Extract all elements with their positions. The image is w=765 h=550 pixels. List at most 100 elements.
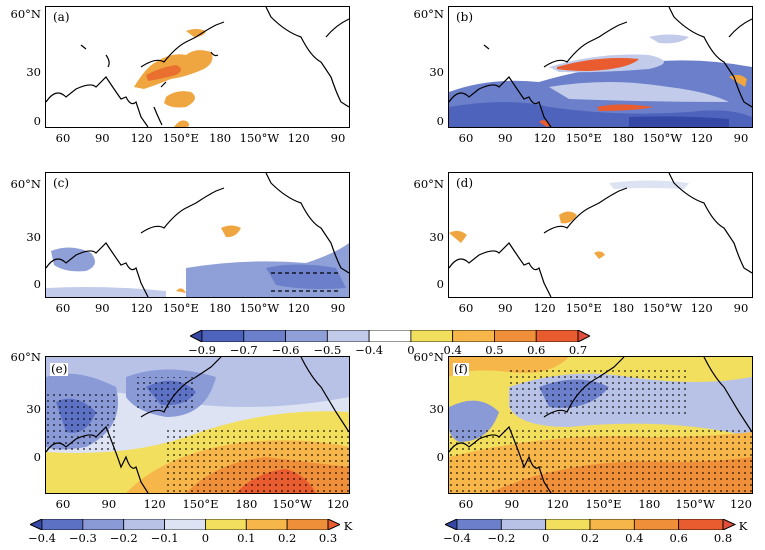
colorbar-segment <box>500 519 547 530</box>
panel-c-coastlines <box>46 173 349 297</box>
x-tick-label: 180 <box>235 497 258 511</box>
panel-f-field <box>449 357 752 493</box>
panel-a-field <box>134 29 213 127</box>
colorbar-segment <box>82 519 125 530</box>
x-tick-label: 150°W <box>239 131 280 145</box>
x-tick-label: 60 <box>55 301 71 315</box>
x-tick-label: 90 <box>330 301 346 315</box>
panel-a-label: (a) <box>52 10 71 24</box>
x-tick-label: 120 <box>143 497 166 511</box>
x-tick-label: 150°W <box>272 497 312 511</box>
y-tick-label: 30 <box>26 230 41 244</box>
x-tick-label: 120 <box>130 131 153 145</box>
panel-f-label: (f) <box>453 362 469 376</box>
colorbar-segment <box>41 519 84 530</box>
colorbar-segment <box>545 519 591 530</box>
colorbar-segment <box>205 519 247 530</box>
colorbar-extend-low <box>445 519 458 530</box>
panel-e-field <box>46 357 349 493</box>
x-tick-label: 120 <box>546 497 569 511</box>
colorbar-tick-label: −0.4 <box>28 531 56 545</box>
colorbar-tick-label: 0 <box>541 531 550 545</box>
colorbar-tick-label: −0.6 <box>271 343 300 357</box>
x-tick-label: 120 <box>130 301 153 315</box>
x-tick-label: 60 <box>458 131 474 145</box>
colorbar-segment <box>123 519 165 530</box>
colorbar-segment <box>633 519 680 530</box>
colorbar-segment <box>164 519 206 530</box>
x-tick-label: 120 <box>327 497 349 511</box>
y-tick-label: 0 <box>436 277 444 291</box>
panel-d-label: (d) <box>455 176 475 190</box>
x-tick-label: 180 <box>638 497 661 511</box>
colorbar-f <box>445 519 737 530</box>
panel-f-map: (f) <box>448 356 753 494</box>
colorbar-tick-label: 0.6 <box>527 343 546 357</box>
panel-b-label: (b) <box>455 10 475 24</box>
colorbar-tick-label: 0.2 <box>580 531 600 545</box>
colorbar-segment <box>245 519 288 530</box>
colorbar-unit: K <box>738 519 748 533</box>
colorbar-main <box>190 330 590 342</box>
colorbar-tick-label: 0.5 <box>485 343 504 357</box>
x-tick-label: 60 <box>55 497 71 511</box>
x-tick-label: 150°E <box>585 497 622 511</box>
colorbar-tick-label: −0.3 <box>68 531 97 545</box>
colorbar-tick-label: 0.6 <box>669 531 688 545</box>
colorbar-extend-high <box>327 519 340 530</box>
x-tick-label: 150°W <box>675 497 715 511</box>
colorbar-tick-label: 0.1 <box>237 531 256 545</box>
colorbar-tick-label: −0.7 <box>229 343 258 357</box>
y-tick-label: 0 <box>33 114 41 128</box>
colorbar-segment <box>201 330 245 342</box>
colorbar-segment <box>410 330 454 342</box>
x-tick-label: 90 <box>504 497 520 511</box>
y-tick-label: 30 <box>429 402 444 416</box>
y-tick-label: 60°N <box>413 177 444 191</box>
x-tick-label: 150°E <box>565 131 602 145</box>
x-tick-label: 60 <box>55 131 71 145</box>
colorbar-segment <box>535 330 579 342</box>
x-tick-label: 180 <box>612 301 635 315</box>
panel-b-map: (b) <box>448 6 753 128</box>
x-tick-label: 120 <box>533 301 556 315</box>
colorbar-extend-high <box>722 519 737 530</box>
x-tick-label: 90 <box>330 131 346 145</box>
x-tick-label: 90 <box>94 131 110 145</box>
colorbar-tick-label: 0.8 <box>713 531 733 545</box>
x-tick-label: 180 <box>209 301 232 315</box>
colorbar-tick-label: 0 <box>407 343 415 357</box>
y-tick-label: 0 <box>436 450 444 464</box>
y-tick-label: 30 <box>429 230 444 244</box>
y-tick-label: 30 <box>26 65 41 79</box>
panel-d-map: (d) <box>448 172 753 298</box>
x-tick-label: 90 <box>497 301 513 315</box>
x-tick-label: 150°W <box>239 301 280 315</box>
colorbar-tick-label: −0.2 <box>109 531 138 545</box>
x-tick-label: 90 <box>733 301 749 315</box>
colorbar-segment <box>286 519 329 530</box>
y-tick-label: 0 <box>436 114 444 128</box>
x-tick-label: 150°E <box>182 497 219 511</box>
colorbar-extend-low <box>190 330 203 342</box>
colorbar-e <box>30 519 340 530</box>
x-tick-label: 120 <box>690 301 713 315</box>
panel-c-label: (c) <box>52 176 71 190</box>
colorbar-unit: K <box>343 519 353 533</box>
y-tick-label: 60°N <box>10 177 41 191</box>
colorbar-tick-label: 0.2 <box>277 531 297 545</box>
y-tick-label: 60°N <box>10 350 41 364</box>
colorbar-tick-label: −0.4 <box>355 343 384 357</box>
x-tick-label: 150°E <box>162 131 199 145</box>
colorbar-tick-label: −0.4 <box>443 531 471 545</box>
panel-d-field <box>449 180 689 259</box>
x-tick-label: 180 <box>209 131 232 145</box>
panel-b-field <box>449 34 752 127</box>
colorbar-tick-label: 0.4 <box>443 343 462 357</box>
x-tick-label: 150°E <box>565 301 602 315</box>
panel-e-label: (e) <box>50 362 69 376</box>
colorbar-tick-label: −0.1 <box>150 531 179 545</box>
colorbar-tick-label: 0.4 <box>625 531 644 545</box>
colorbar-segment <box>285 330 328 342</box>
colorbar-tick-label: 0.7 <box>568 343 588 357</box>
